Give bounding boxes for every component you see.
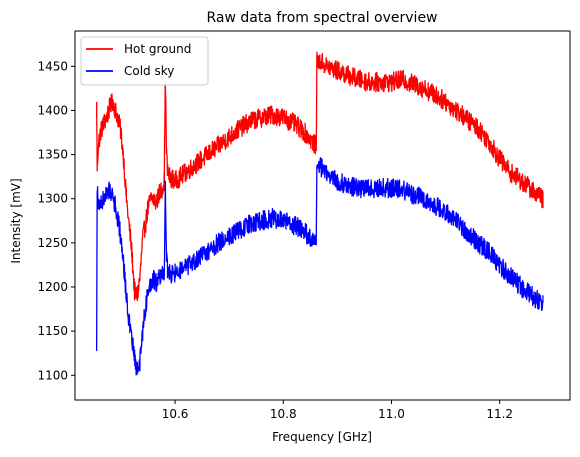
axes-frame <box>74 30 571 401</box>
series-layer <box>95 51 544 376</box>
y-tick-label: 1300 <box>37 192 68 206</box>
x-tick-label: 11.2 <box>486 407 513 421</box>
y-tick-label: 1100 <box>37 368 68 382</box>
y-tick-label: 1450 <box>37 59 68 73</box>
y-tick-label: 1200 <box>37 280 68 294</box>
y-tick-label: 1350 <box>37 148 68 162</box>
x-axis-ticks: 10.6 10.8 11.0 11.2 <box>162 400 513 421</box>
y-tick-label: 1400 <box>37 103 68 117</box>
x-tick-label: 10.6 <box>162 407 189 421</box>
chart-title: Raw data from spectral overview <box>206 10 437 26</box>
legend-label-cold-sky: Cold sky <box>124 64 174 78</box>
x-tick-label: 10.8 <box>270 407 297 421</box>
legend: Hot ground Cold sky <box>80 36 209 86</box>
y-tick-label: 1250 <box>37 236 68 250</box>
series-line-cold-sky <box>95 157 544 376</box>
series-line-hot-ground <box>95 51 544 302</box>
y-axis-label: Intensity [mV] <box>9 178 23 263</box>
y-tick-label: 1150 <box>37 324 68 338</box>
legend-label-hot-ground: Hot ground <box>124 42 191 56</box>
x-axis-label: Frequency [GHz] <box>272 430 372 444</box>
y-axis-ticks: 1100 1150 1200 1250 1300 1350 1400 1450 <box>37 59 75 382</box>
x-tick-label: 11.0 <box>378 407 405 421</box>
